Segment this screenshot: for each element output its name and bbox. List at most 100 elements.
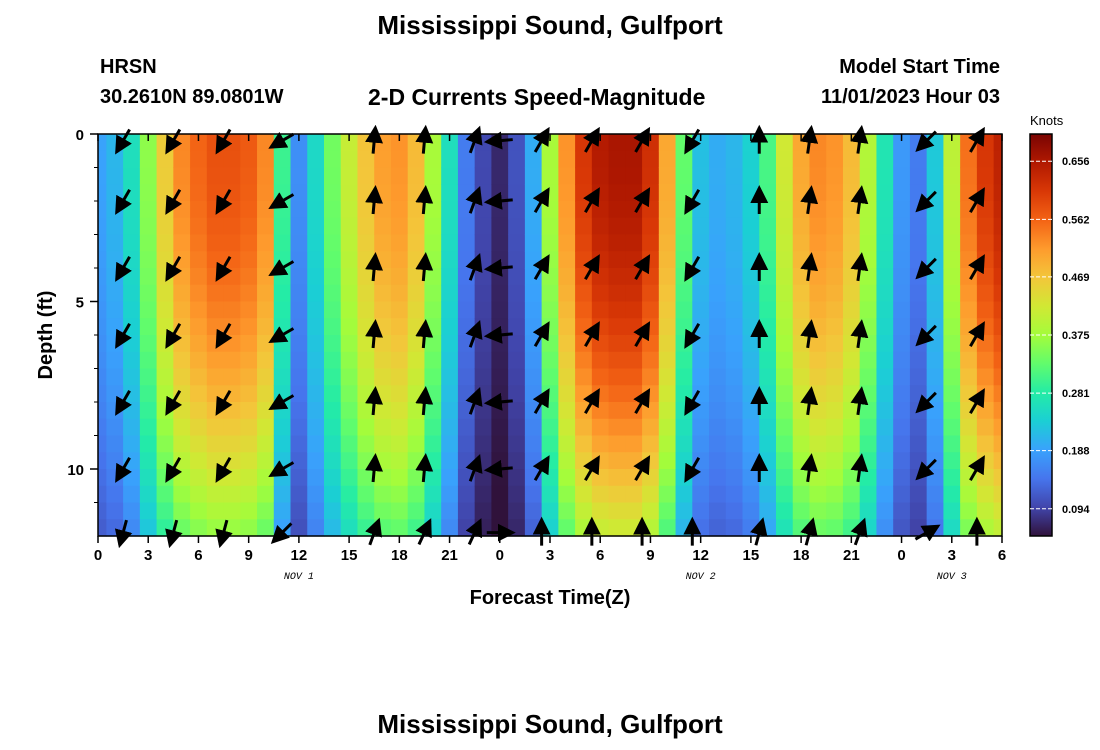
heatmap-cell bbox=[759, 251, 777, 269]
heatmap-cell bbox=[658, 251, 677, 269]
heatmap-cell bbox=[541, 435, 559, 453]
heatmap-cell bbox=[524, 251, 543, 269]
heatmap-cell bbox=[943, 485, 961, 504]
heatmap-cell bbox=[223, 335, 241, 353]
heatmap-cell bbox=[474, 368, 493, 386]
heatmap-cell bbox=[709, 335, 727, 353]
heatmap-cell bbox=[776, 485, 794, 504]
heatmap-cell bbox=[190, 201, 208, 219]
heatmap-cell bbox=[575, 184, 593, 202]
heatmap-cell bbox=[424, 251, 442, 269]
heatmap-cell bbox=[692, 502, 710, 520]
heatmap-cell bbox=[709, 519, 727, 537]
current-vector-arrow bbox=[532, 321, 550, 348]
heatmap-cell bbox=[106, 452, 124, 470]
heatmap-cell bbox=[240, 469, 258, 487]
heatmap-cell bbox=[608, 234, 626, 252]
heatmap-cell bbox=[156, 418, 174, 437]
heatmap-cell bbox=[441, 335, 459, 353]
heatmap-cell bbox=[826, 418, 844, 437]
heatmap-cell bbox=[508, 485, 526, 504]
heatmap-cell bbox=[357, 217, 375, 236]
heatmap-cell bbox=[792, 368, 811, 386]
heatmap-cell bbox=[290, 469, 308, 487]
heatmap-cell bbox=[357, 402, 375, 420]
heatmap-cell bbox=[290, 335, 308, 353]
heatmap-cell bbox=[307, 452, 325, 470]
heatmap-cell bbox=[190, 469, 208, 487]
heatmap-cell bbox=[524, 452, 543, 470]
heatmap-cell bbox=[474, 201, 493, 219]
heatmap-cell bbox=[541, 284, 559, 303]
current-vector-arrow bbox=[165, 322, 183, 349]
heatmap-cell bbox=[558, 150, 576, 169]
heatmap-cell bbox=[257, 284, 275, 303]
heatmap-cell bbox=[876, 234, 894, 252]
heatmap-cell bbox=[608, 318, 626, 336]
heatmap-cell bbox=[842, 385, 861, 403]
heatmap-cell bbox=[558, 402, 576, 420]
heatmap-cell bbox=[156, 150, 174, 169]
heatmap-cell bbox=[993, 368, 1003, 386]
heatmap-cell bbox=[625, 435, 643, 453]
heatmap-cell bbox=[474, 301, 493, 319]
colorbar-tick-label: 0.188 bbox=[1062, 446, 1090, 458]
current-vector-arrow bbox=[915, 458, 937, 481]
heatmap-cell bbox=[524, 368, 543, 386]
heatmap-cell bbox=[98, 150, 107, 169]
heatmap-cell bbox=[976, 351, 995, 370]
current-vector-arrow bbox=[968, 388, 985, 415]
heatmap-cell bbox=[876, 368, 894, 386]
heatmap-cell bbox=[993, 485, 1003, 504]
current-vector-arrow bbox=[165, 188, 183, 215]
heatmap-cell bbox=[709, 502, 727, 520]
heatmap-cell bbox=[692, 234, 710, 252]
heatmap-cell bbox=[357, 502, 375, 520]
heatmap-cell bbox=[424, 184, 442, 202]
heatmap-cell bbox=[709, 351, 727, 370]
heatmap-cell bbox=[776, 201, 794, 219]
current-vector-arrow bbox=[850, 185, 869, 215]
heatmap-cell bbox=[340, 335, 359, 353]
heatmap-cell bbox=[206, 150, 225, 169]
heatmap-cell bbox=[508, 251, 526, 269]
current-vector-arrow bbox=[365, 386, 384, 416]
heatmap-cell bbox=[909, 351, 928, 370]
current-vector-arrow bbox=[165, 456, 183, 483]
heatmap-cell bbox=[240, 167, 258, 185]
heatmap-cell bbox=[792, 251, 811, 269]
current-vector-arrow bbox=[270, 522, 293, 544]
heatmap-cell bbox=[859, 402, 878, 420]
heatmap-cell bbox=[809, 335, 827, 353]
heatmap-cell bbox=[307, 301, 325, 319]
heatmap-cell bbox=[792, 335, 811, 353]
heatmap-cell bbox=[106, 368, 124, 386]
heatmap-cell bbox=[424, 485, 442, 504]
heatmap-cell bbox=[608, 502, 626, 520]
heatmap-cell bbox=[98, 435, 107, 453]
heatmap-cell bbox=[625, 452, 643, 470]
heatmap-cell bbox=[725, 184, 744, 202]
current-vector-arrow bbox=[215, 519, 233, 549]
heatmap-cell bbox=[642, 469, 660, 487]
heatmap-cell bbox=[206, 284, 225, 303]
heatmap-cell bbox=[491, 234, 509, 252]
heatmap-cell bbox=[960, 485, 978, 504]
heatmap-cell bbox=[374, 318, 392, 336]
heatmap-cell bbox=[190, 251, 208, 269]
heatmap-cell bbox=[943, 268, 961, 286]
heatmap-cell bbox=[608, 485, 626, 504]
current-vector-arrow bbox=[850, 386, 869, 416]
heatmap-cell bbox=[709, 150, 727, 169]
x-tick-label: 9 bbox=[244, 547, 252, 564]
heatmap-cell bbox=[156, 519, 174, 537]
heatmap-cell bbox=[792, 167, 811, 185]
heatmap-cell bbox=[390, 268, 409, 286]
heatmap-cell bbox=[993, 268, 1003, 286]
current-vector-arrow bbox=[365, 185, 384, 215]
heatmap-cell bbox=[658, 385, 677, 403]
heatmap-cell bbox=[893, 251, 911, 269]
heatmap-cell bbox=[240, 268, 258, 286]
x-tick-label: 12 bbox=[692, 547, 709, 564]
heatmap-cell bbox=[156, 184, 174, 202]
